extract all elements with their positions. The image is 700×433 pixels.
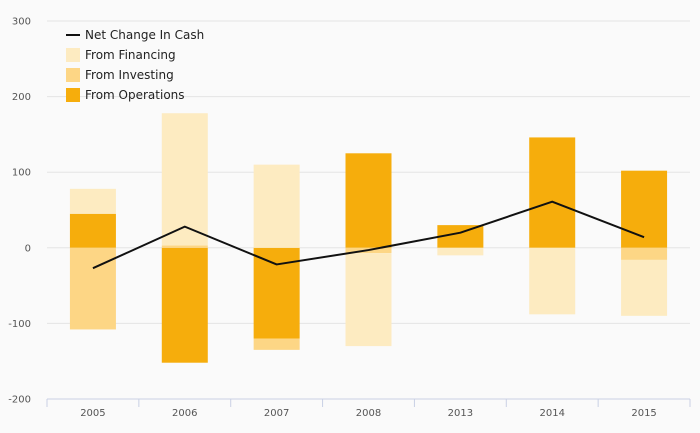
x-tick-label: 2008 bbox=[356, 408, 381, 419]
bar-from-operations-2014 bbox=[529, 137, 576, 248]
bar-from-operations-2008 bbox=[345, 153, 392, 248]
bar-layer bbox=[69, 113, 668, 363]
y-tick-label: 100 bbox=[12, 168, 31, 179]
bar-from-financing-2015 bbox=[621, 259, 668, 316]
legend-label-from-investing: From Investing bbox=[85, 68, 174, 82]
legend-swatch-from-operations bbox=[66, 88, 80, 102]
bar-from-investing-2015 bbox=[621, 247, 668, 260]
line-layer bbox=[92, 200, 645, 270]
bar-from-financing-2013 bbox=[437, 247, 484, 256]
y-tick-label: -100 bbox=[8, 319, 31, 330]
legend-swatch-from-financing bbox=[66, 48, 80, 62]
bar-from-investing-2007 bbox=[253, 338, 300, 350]
x-tick-label: 2013 bbox=[448, 408, 473, 419]
x-tick-label: 2006 bbox=[172, 408, 197, 419]
legend-label-from-financing: From Financing bbox=[85, 48, 176, 62]
axis-layer: -200 -100 0 100 200 300 2005 2006 2007 2008 2013 20… bbox=[8, 17, 691, 419]
legend-label-from-operations: From Operations bbox=[85, 88, 185, 102]
bar-from-operations-2015 bbox=[621, 170, 668, 248]
legend-label-net-change-in-cash: Net Change In Cash bbox=[85, 28, 204, 42]
bar-from-financing-2008 bbox=[345, 253, 392, 347]
legend: Net Change In Cash From Financing From Inv… bbox=[66, 28, 204, 102]
bar-from-operations-2013 bbox=[437, 225, 484, 248]
x-tick-label: 2015 bbox=[631, 408, 656, 419]
bar-from-financing-2007 bbox=[253, 164, 300, 248]
y-tick-label: 200 bbox=[12, 92, 31, 103]
legend-swatch-from-investing bbox=[66, 68, 80, 82]
net-change-line bbox=[92, 200, 645, 270]
bar-from-operations-2006 bbox=[161, 247, 208, 363]
bar-from-financing-2005 bbox=[69, 188, 116, 214]
bar-from-operations-2005 bbox=[69, 213, 116, 248]
x-tick-label: 2014 bbox=[539, 408, 564, 419]
bar-from-investing-2006 bbox=[161, 245, 208, 248]
y-tick-label: 300 bbox=[12, 17, 31, 28]
y-tick-label: -200 bbox=[8, 395, 31, 406]
bar-from-financing-2014 bbox=[529, 247, 576, 315]
bar-from-financing-2006 bbox=[161, 113, 208, 246]
x-tick-label: 2005 bbox=[80, 408, 105, 419]
x-tick-label: 2007 bbox=[264, 408, 289, 419]
y-tick-label: 0 bbox=[25, 243, 31, 254]
